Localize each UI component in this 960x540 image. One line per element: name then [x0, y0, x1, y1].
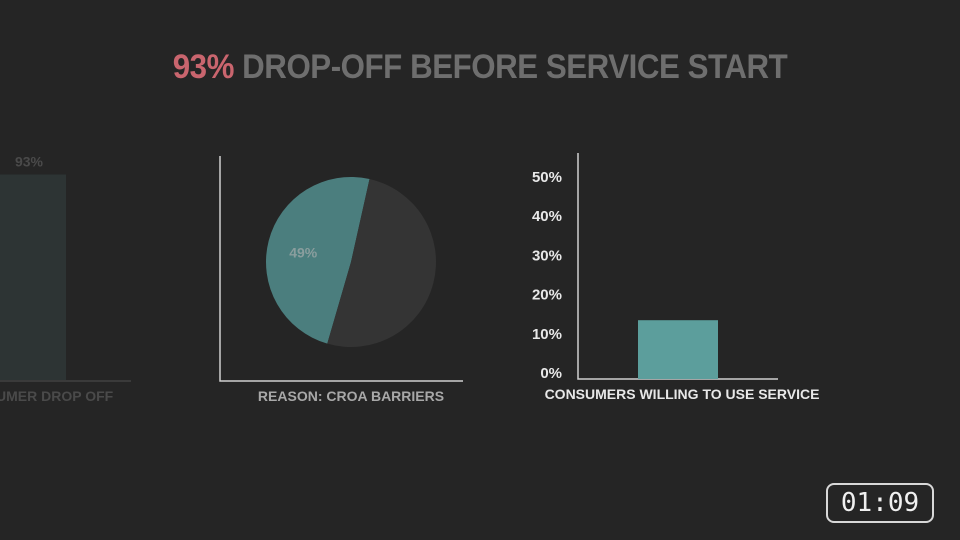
y-axis-ticks: 0% 10% 20% 30% 40% 50%: [532, 169, 562, 382]
faded-x-axis-label: UMER DROP OFF: [0, 388, 114, 404]
faded-bar-value-label: 93%: [15, 154, 44, 170]
slide-title: 93% DROP-OFF BEFORE SERVICE START: [38, 48, 921, 87]
y-tick-label: 0%: [540, 365, 562, 382]
title-text: DROP-OFF BEFORE SERVICE START: [242, 48, 788, 86]
pie-x-axis-label: REASON: CROA BARRIERS: [258, 388, 444, 404]
pie-chart: 49% REASON: CROA BARRIERS: [219, 156, 463, 404]
video-timer: 01:09: [826, 483, 934, 523]
pie-slices: 49%: [265, 176, 436, 347]
y-tick-label: 30%: [532, 247, 562, 264]
bar-x-axis-label: CONSUMERS WILLING TO USE SERVICE: [545, 386, 820, 402]
pie-chart-axes: [219, 156, 463, 382]
bar: [638, 320, 718, 379]
title-accent-percent: 93%: [172, 48, 235, 86]
y-tick-label: 50%: [532, 169, 562, 186]
pie-slice-label: 49%: [289, 245, 318, 261]
faded-bar: [0, 174, 66, 381]
bars: [638, 320, 718, 379]
pie-slice: [265, 176, 370, 344]
pie-slice: [327, 179, 436, 347]
y-tick-label: 10%: [532, 326, 562, 343]
faded-bar-chart: 93% UMER DROP OFF: [0, 154, 131, 404]
y-tick-label: 20%: [532, 287, 562, 304]
y-tick-label: 40%: [532, 208, 562, 225]
willingness-bar-chart: 0% 10% 20% 30% 40% 50% CONSUMERS WILLING TO U…: [532, 153, 819, 402]
